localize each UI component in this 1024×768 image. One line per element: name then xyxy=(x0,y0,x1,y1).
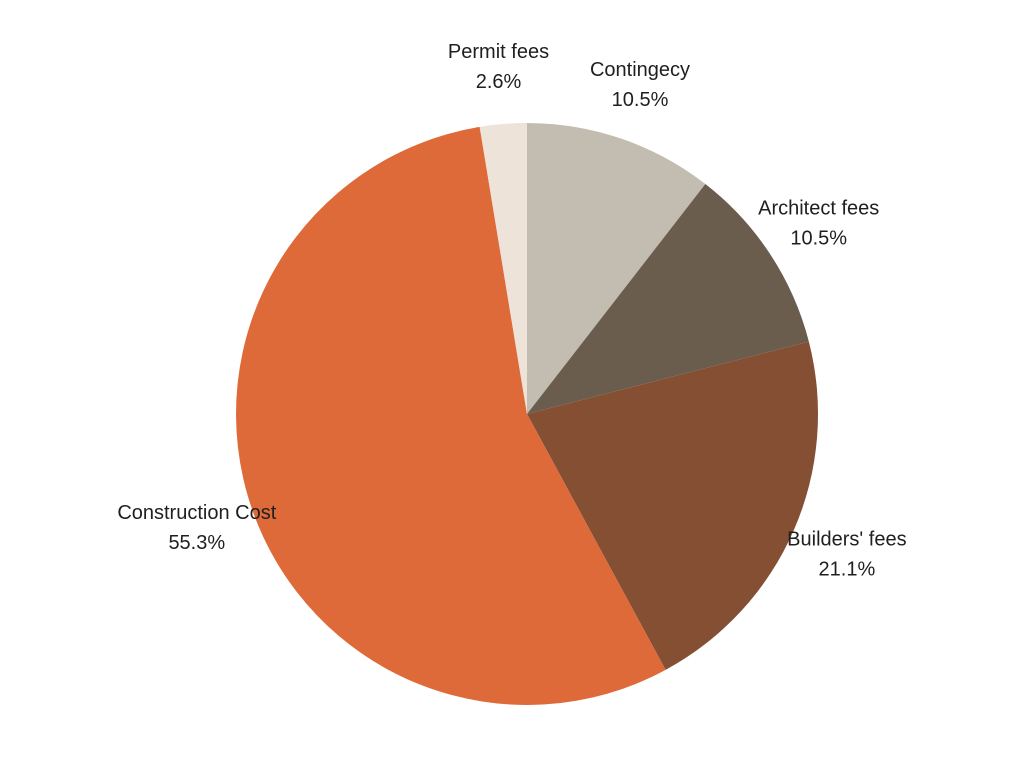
pie-slice-permit-fees xyxy=(479,123,527,414)
pie-labels: Contingecy 10.5% Architect fees 10.5% Builde… xyxy=(117,41,906,580)
slice-label-builders-fees: Builders' fees 21.1% xyxy=(787,529,906,581)
pie-slice-architect-fees xyxy=(527,184,809,414)
slice-label-value: 10.5% xyxy=(612,89,669,111)
slice-label-value: 55.3% xyxy=(168,532,225,554)
slice-label-name: Permit fees xyxy=(448,41,549,63)
slice-label-name: Construction Cost xyxy=(117,502,276,524)
slice-label-name: Architect fees xyxy=(758,197,879,219)
slice-label-value: 21.1% xyxy=(819,559,876,581)
slice-label-value: 10.5% xyxy=(790,227,847,249)
slice-label-value: 2.6% xyxy=(476,71,522,93)
pie-slice-contingecy xyxy=(527,122,706,414)
slice-label-name: Contingecy xyxy=(590,59,690,81)
pie-slice-construction-cost xyxy=(236,126,666,705)
slice-label-contingecy: Contingecy 10.5% xyxy=(590,59,690,111)
pie-slices xyxy=(236,122,819,705)
pie-slice-builders-fees xyxy=(527,341,819,670)
slice-label-name: Builders' fees xyxy=(787,529,906,551)
slice-label-architect-fees: Architect fees 10.5% xyxy=(758,197,879,249)
slice-label-permit-fees: Permit fees 2.6% xyxy=(448,41,549,93)
slice-label-construction-cost: Construction Cost 55.3% xyxy=(117,502,276,554)
